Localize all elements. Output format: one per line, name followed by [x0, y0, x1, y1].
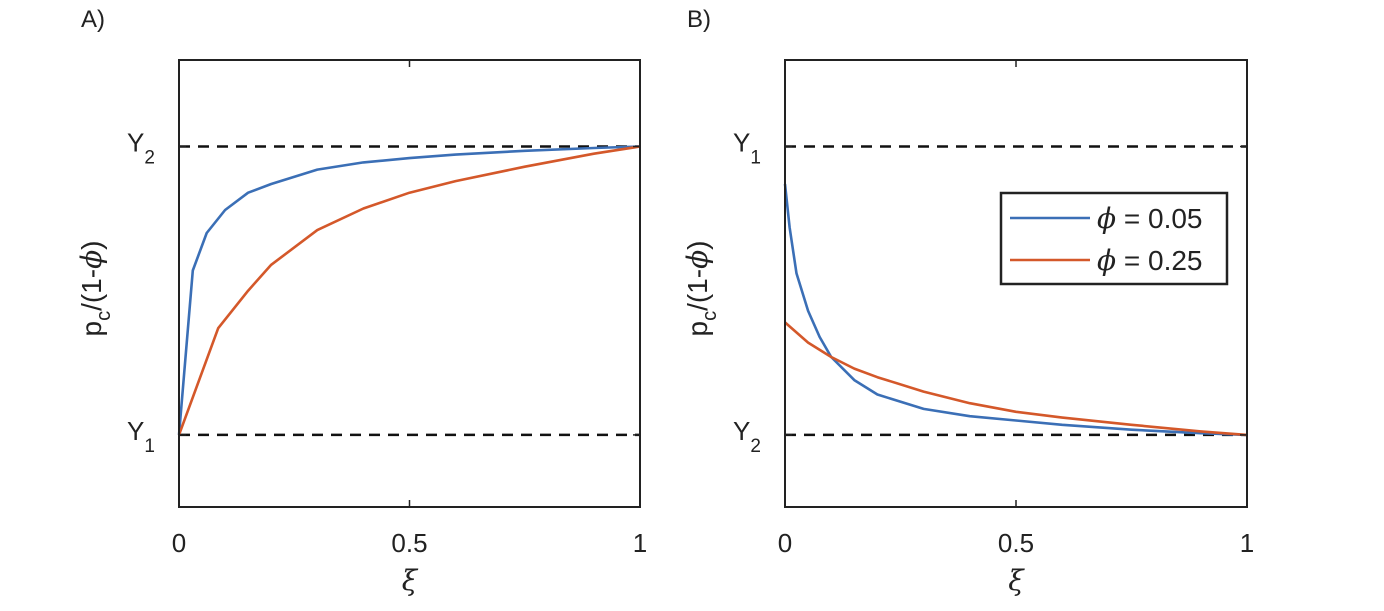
y-label-sub: c	[699, 311, 721, 321]
series-line-2	[177, 145, 641, 436]
y-tick-letter: Y	[127, 128, 144, 158]
y-tick-letter: Y	[733, 416, 750, 446]
legend-box	[999, 191, 1229, 286]
legend: ϕ = 0.05ϕ = 0.25	[999, 191, 1229, 286]
y-label-close: )	[682, 241, 713, 250]
y-tick-label: Y2	[127, 128, 155, 169]
series-line-1	[177, 145, 641, 436]
y-axis-label: pc/(1-ϕ)	[681, 241, 721, 337]
x-tick-label: 1	[633, 528, 647, 558]
panel-label: B)	[687, 6, 711, 33]
y-tick-subscript: 1	[144, 436, 155, 457]
y-label-greek: ϕ	[681, 250, 714, 269]
y-tick-letter: Y	[733, 128, 750, 158]
y-label-greek: ϕ	[75, 250, 108, 269]
y-label-main: p	[76, 321, 107, 337]
legend-greek: ϕ	[1097, 244, 1116, 277]
series-line-1	[783, 183, 1248, 437]
y-label-main: p	[682, 321, 713, 337]
y-tick-subscript: 2	[750, 436, 761, 457]
x-tick-label: 0.5	[998, 528, 1034, 558]
x-axis-label: ξ	[402, 564, 419, 597]
legend-entry: ϕ = 0.25	[1097, 244, 1203, 277]
y-label-sub: c	[93, 311, 115, 321]
x-tick-label: 0	[172, 528, 186, 558]
y-tick-letter: Y	[127, 416, 144, 446]
y-tick-label: Y1	[127, 416, 155, 457]
y-axis-label: pc/(1-ϕ)	[75, 241, 115, 337]
legend-value: = 0.05	[1116, 203, 1202, 234]
y-tick-label: Y2	[733, 416, 761, 457]
legend-value: = 0.25	[1116, 245, 1202, 276]
series-line-2	[784, 321, 1248, 437]
x-tick-label: 0	[778, 528, 792, 558]
y-label-rest: /(1-	[76, 269, 107, 311]
x-axis-label: ξ	[1008, 564, 1025, 597]
y-tick-subscript: 1	[750, 148, 761, 169]
y-tick-label: Y1	[733, 128, 761, 169]
panel-label: A)	[81, 6, 105, 33]
axes-box	[178, 59, 641, 508]
y-label-close: )	[76, 241, 107, 250]
legend-greek: ϕ	[1097, 202, 1116, 235]
y-label-rest: /(1-	[682, 269, 713, 311]
x-tick-label: 0.5	[391, 528, 427, 558]
y-tick-subscript: 2	[144, 148, 155, 169]
x-tick-label: 1	[1240, 528, 1254, 558]
legend-entry: ϕ = 0.05	[1097, 202, 1203, 235]
